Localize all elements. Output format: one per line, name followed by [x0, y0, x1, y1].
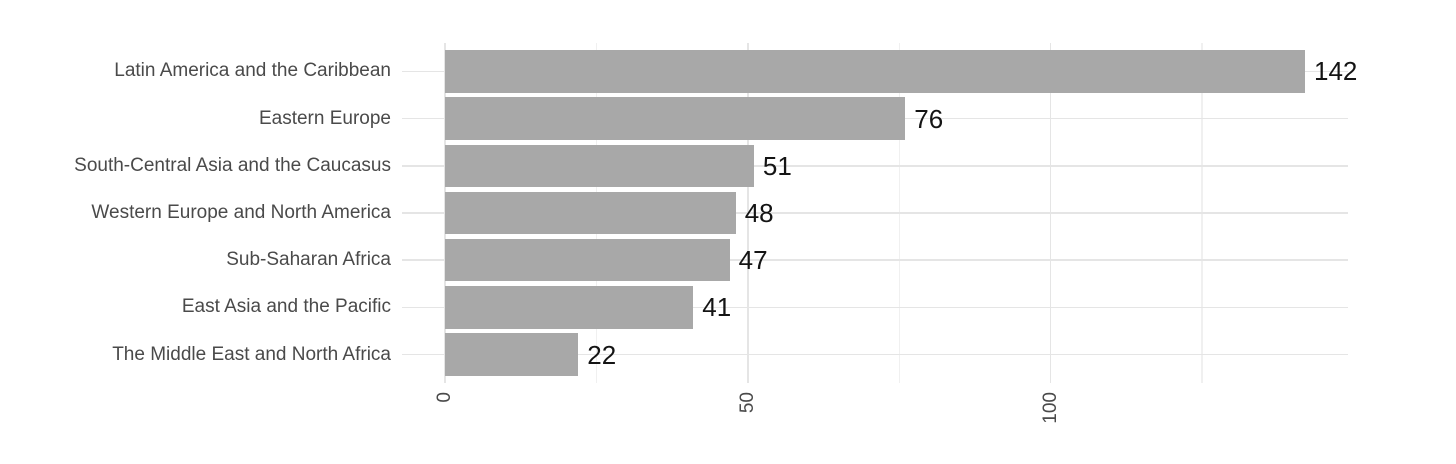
- bar: [445, 238, 730, 282]
- bar-value-label: 76: [914, 103, 944, 134]
- category-label: Eastern Europe: [258, 107, 391, 129]
- y-gridline: [402, 353, 1348, 356]
- category-label: South-Central Asia and the Caucasus: [74, 154, 391, 176]
- category-label: Western Europe and North America: [91, 202, 391, 223]
- category-label: Sub-Saharan Africa: [226, 249, 391, 271]
- bar-value-label: 142: [1314, 56, 1358, 87]
- bar: [445, 97, 906, 140]
- bar-value-label: 41: [702, 292, 732, 323]
- category-label: The Middle East and North Africa: [112, 343, 391, 365]
- bar: [445, 286, 694, 329]
- bar-value-label: 22: [587, 339, 617, 370]
- y-gridline: [402, 165, 1348, 167]
- bar-value-label: 51: [762, 150, 792, 181]
- bar-value-label: 47: [738, 245, 768, 276]
- bar: [445, 333, 579, 376]
- category-label: East Asia and the Pacific: [181, 296, 391, 318]
- x-axis-tick-label: 50: [736, 392, 758, 414]
- x-axis-tick-label: 100: [1039, 392, 1061, 424]
- y-gridline: [402, 212, 1348, 214]
- y-gridline: [402, 259, 1348, 261]
- bar: [445, 50, 1305, 93]
- y-gridline: [402, 306, 1348, 309]
- bar: [445, 144, 754, 188]
- x-axis-tick-label: 0: [434, 392, 455, 403]
- category-label: Latin America and the Caribbean: [114, 60, 391, 82]
- bar: [445, 191, 736, 235]
- bar-value-label: 48: [744, 198, 774, 228]
